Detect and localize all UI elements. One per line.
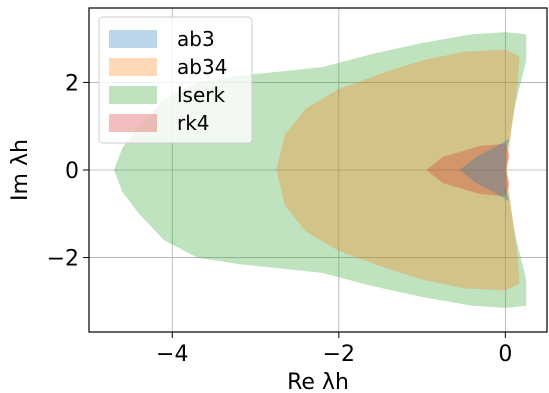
y-tick-label: 2	[65, 71, 79, 96]
legend-label-lserk: lserk	[177, 83, 226, 107]
legend-swatch-ab34	[109, 58, 157, 76]
region-rk4	[426, 143, 510, 197]
legend-box	[98, 16, 253, 144]
legend-swatch-ab3	[109, 30, 157, 48]
y-tick-label: −2	[47, 247, 79, 272]
y-tick-label: 0	[65, 159, 79, 184]
legend-label-ab3: ab3	[177, 27, 215, 51]
y-axis-ticks: −2 0 2	[47, 71, 89, 272]
legend-label-ab34: ab34	[177, 55, 227, 79]
x-axis-ticks: −4 −2 0	[156, 332, 512, 367]
x-axis-label: Re λh	[287, 370, 349, 393]
legend-swatch-rk4	[109, 114, 157, 132]
x-tick-label: −4	[156, 342, 188, 367]
y-axis-label: Im λh	[8, 139, 33, 201]
legend-label-rk4: rk4	[177, 111, 210, 135]
region-ab34	[276, 49, 520, 291]
legend: ab3 ab34 lserk rk4	[98, 16, 253, 144]
legend-swatch-lserk	[109, 86, 157, 104]
x-tick-label: 0	[498, 342, 512, 367]
x-tick-label: −2	[323, 342, 355, 367]
region-ab3	[459, 138, 510, 202]
